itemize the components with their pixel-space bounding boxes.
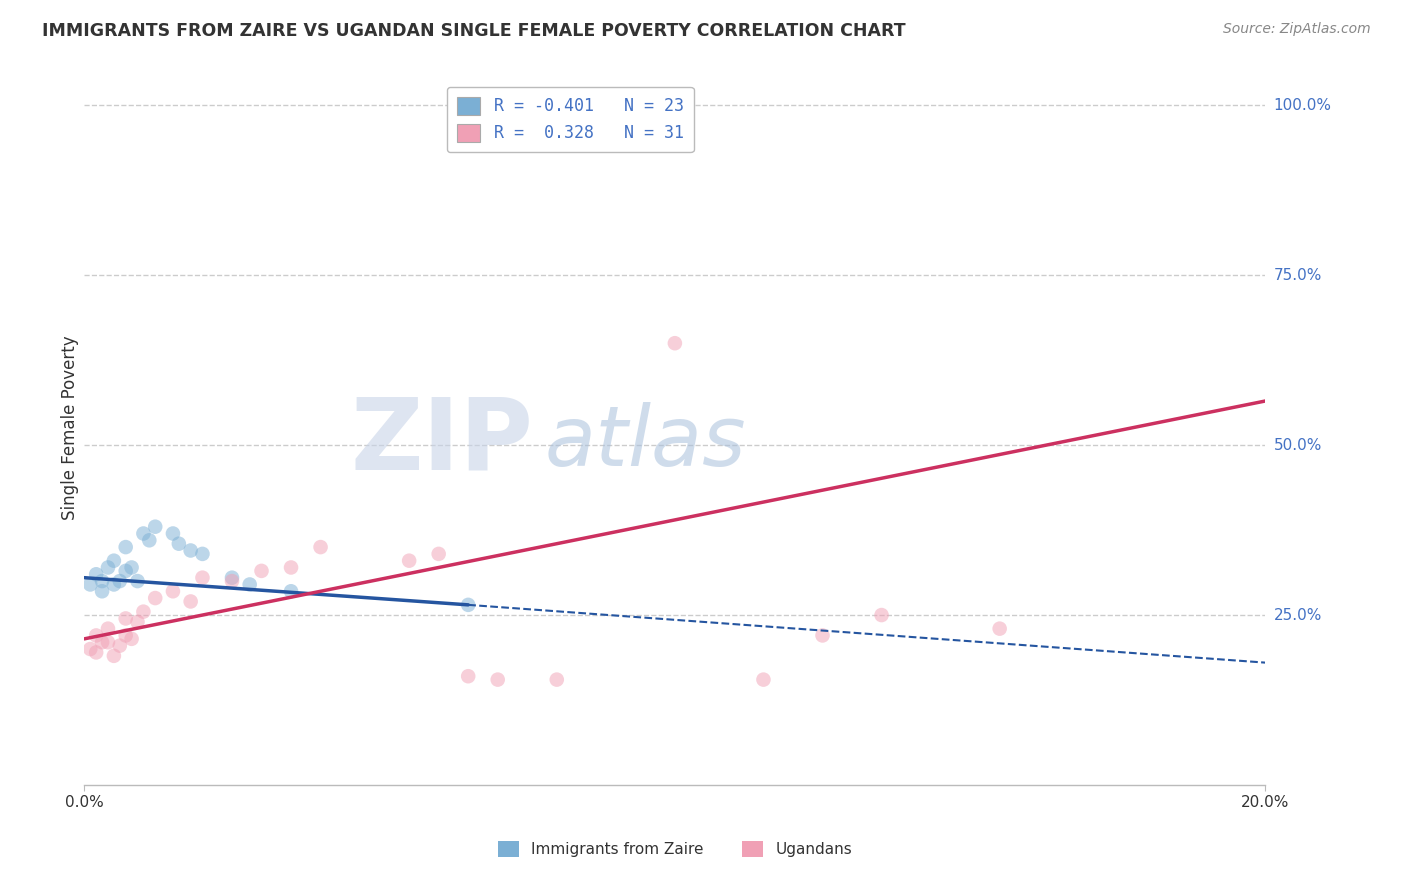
Point	[162, 526, 184, 541]
Point	[191, 571, 214, 585]
Point	[870, 608, 893, 623]
Point	[221, 574, 243, 588]
Point	[84, 567, 107, 582]
Point	[280, 560, 302, 574]
Point	[127, 574, 149, 588]
Point	[486, 673, 509, 687]
Point	[180, 543, 202, 558]
Point	[97, 560, 120, 574]
Point	[280, 584, 302, 599]
Point	[114, 540, 136, 554]
Point	[546, 673, 568, 687]
Point	[103, 648, 125, 663]
Point	[167, 537, 190, 551]
Legend: Immigrants from Zaire, Ugandans: Immigrants from Zaire, Ugandans	[492, 835, 858, 863]
Point	[811, 628, 834, 642]
Point	[191, 547, 214, 561]
Text: Source: ZipAtlas.com: Source: ZipAtlas.com	[1223, 22, 1371, 37]
Point	[143, 591, 166, 605]
Text: 75.0%: 75.0%	[1274, 268, 1322, 283]
Point	[143, 519, 166, 533]
Point	[121, 632, 143, 646]
Y-axis label: Single Female Poverty: Single Female Poverty	[60, 336, 79, 520]
Point	[309, 540, 332, 554]
Text: IMMIGRANTS FROM ZAIRE VS UGANDAN SINGLE FEMALE POVERTY CORRELATION CHART: IMMIGRANTS FROM ZAIRE VS UGANDAN SINGLE …	[42, 22, 905, 40]
Point	[97, 622, 120, 636]
Text: 25.0%: 25.0%	[1274, 607, 1322, 623]
Point	[84, 645, 107, 659]
Text: atlas: atlas	[546, 402, 747, 483]
Point	[79, 642, 101, 657]
Text: 100.0%: 100.0%	[1274, 98, 1331, 113]
Point	[398, 554, 420, 568]
Point	[79, 577, 101, 591]
Point	[108, 639, 131, 653]
Point	[988, 622, 1011, 636]
Point	[221, 571, 243, 585]
Point	[91, 574, 114, 588]
Point	[114, 611, 136, 625]
Point	[132, 605, 155, 619]
Point	[138, 533, 160, 548]
Point	[91, 635, 114, 649]
Point	[132, 526, 155, 541]
Point	[91, 584, 114, 599]
Point	[84, 628, 107, 642]
Point	[121, 560, 143, 574]
Point	[103, 554, 125, 568]
Point	[103, 577, 125, 591]
Point	[108, 574, 131, 588]
Point	[250, 564, 273, 578]
Point	[457, 598, 479, 612]
Point	[239, 577, 262, 591]
Point	[752, 673, 775, 687]
Point	[427, 547, 450, 561]
Text: 50.0%: 50.0%	[1274, 438, 1322, 452]
Text: ZIP: ZIP	[350, 394, 533, 491]
Point	[114, 564, 136, 578]
Point	[97, 635, 120, 649]
Point	[457, 669, 479, 683]
Point	[162, 584, 184, 599]
Point	[114, 628, 136, 642]
Point	[127, 615, 149, 629]
Point	[180, 594, 202, 608]
Point	[664, 336, 686, 351]
